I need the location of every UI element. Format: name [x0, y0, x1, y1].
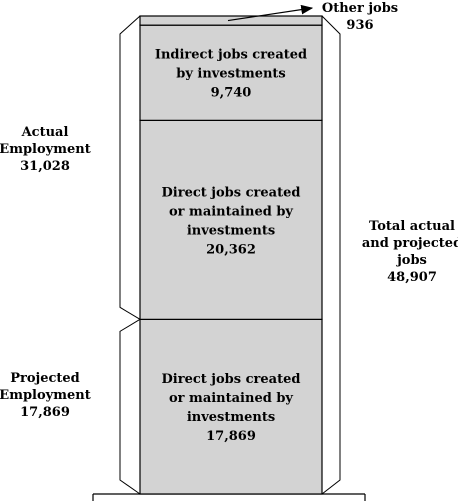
segment-label-2-line-2: or maintained by — [169, 204, 293, 219]
bracket-projected — [119, 318, 141, 495]
bracket-actual — [119, 15, 141, 320]
segment-label-1-line-4: 17,869 — [206, 429, 256, 444]
total-label-line-2: and projected — [362, 236, 458, 251]
other-jobs-arrow — [227, 4, 314, 22]
segment-label-1-line-1: Direct jobs created — [162, 372, 301, 387]
segment-label-2-line-3: investments — [187, 223, 275, 238]
segment-label-1-line-3: investments — [187, 410, 275, 425]
total-label-line-4: 48,907 — [387, 270, 437, 285]
bar-segment-3 — [139, 24, 323, 121]
bracket-label-actual: Actual Employment 31,028 — [0, 125, 91, 174]
bar-segment-2 — [139, 119, 323, 320]
bracket-label-projected: Projected Employment 17,869 — [0, 371, 91, 420]
bracket-label-actual-line-1: Actual — [21, 125, 69, 140]
total-label-line-1: Total actual — [369, 219, 455, 234]
bracket-label-projected-line-2: Employment — [0, 388, 91, 403]
segment-label-3-line-3: 9,740 — [211, 86, 252, 101]
bar-segment-1 — [139, 318, 323, 495]
segment-label-3-line-2: by investments — [176, 67, 286, 82]
segment-label-1-line-2: or maintained by — [169, 391, 293, 406]
total-label-line-3: jobs — [396, 253, 427, 268]
other-jobs-callout-line-2: 936 — [346, 18, 373, 33]
segment-label-1: Direct jobs created or maintained by inves… — [162, 372, 301, 444]
bracket-label-projected-line-1: Projected — [10, 371, 80, 386]
other-jobs-callout: Other jobs 936 — [322, 1, 398, 33]
bracket-label-projected-line-3: 17,869 — [20, 405, 70, 420]
bracket-label-actual-line-3: 31,028 — [20, 159, 70, 174]
segment-label-2: Direct jobs created or maintained by inves… — [162, 185, 301, 257]
segment-label-3: Indirect jobs created by investments 9,740 — [155, 48, 307, 101]
bracket-label-actual-line-2: Employment — [0, 142, 91, 157]
total-label: Total actual and projected jobs 48,907 — [362, 219, 458, 285]
segment-label-2-line-1: Direct jobs created — [162, 185, 301, 200]
segment-label-2-line-4: 20,362 — [206, 242, 256, 257]
other-jobs-callout-line-1: Other jobs — [322, 1, 398, 16]
bracket-total — [321, 15, 341, 495]
segment-label-3-line-1: Indirect jobs created — [155, 48, 307, 63]
